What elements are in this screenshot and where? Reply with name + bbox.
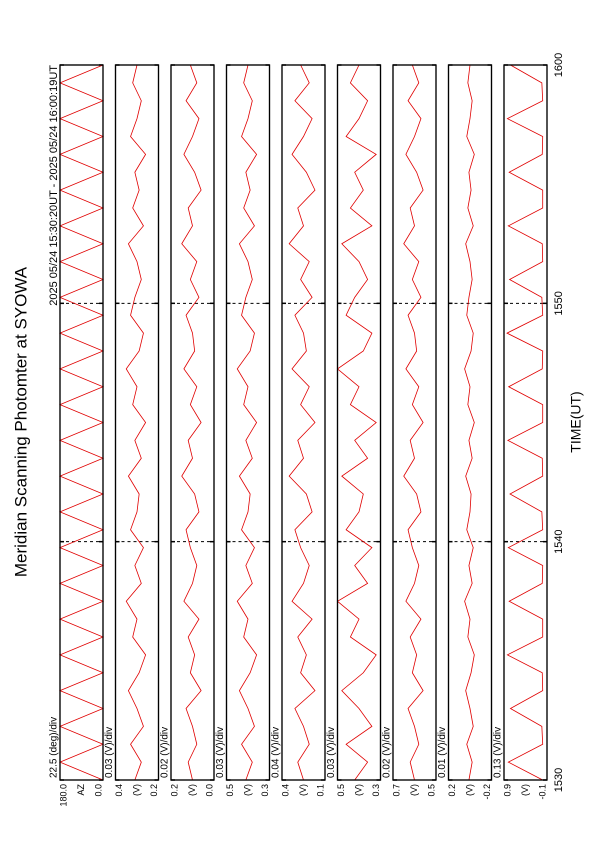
y-tick-label: 0.2 (169, 784, 179, 797)
y-tick-label: 0.4 (114, 784, 124, 797)
data-line (236, 64, 258, 781)
panel-border (503, 64, 548, 781)
panel-border (225, 64, 271, 781)
y-tick-label: 0.3 (260, 784, 270, 797)
y-axis-label: (V) (242, 784, 252, 796)
panel-scale-label: 0.03 (V)/div (104, 727, 115, 778)
data-line (181, 64, 202, 781)
chart-title: Meridian Scanning Photomter at SYOWA (11, 266, 30, 577)
panel-scale-label: 0.01 (V)/div (437, 727, 448, 778)
data-line (336, 64, 377, 781)
panel-frame (447, 64, 493, 781)
panel-border (281, 64, 326, 781)
panel-frame (503, 64, 548, 781)
y-tick-label: 0.7 (391, 784, 401, 797)
panel-frame (281, 64, 326, 781)
data-line (125, 64, 147, 781)
rotated-plot: Meridian Scanning Photomter at SYOWA 202… (11, 53, 583, 807)
data-line (464, 64, 475, 781)
y-tick-label: 180.0 (58, 784, 68, 807)
x-tick-label: 1600 (553, 53, 565, 77)
y-tick-label: 0.5 (225, 784, 235, 797)
y-axis-label: (V) (409, 784, 419, 796)
panel-frame (170, 64, 215, 781)
y-tick-label: 0.0 (93, 784, 103, 797)
panel-border (336, 64, 382, 781)
panel-scale-label: 0.02 (V)/div (160, 727, 171, 778)
y-tick-label: 0.0 (204, 784, 214, 797)
panel-scale-label: 0.13 (V)/div (493, 727, 504, 778)
x-tick-label: 1540 (553, 529, 565, 553)
panel-frame (225, 64, 271, 781)
panel-border (114, 64, 160, 781)
y-axis-label: (V) (520, 784, 530, 796)
y-tick-label: 0.3 (371, 784, 381, 797)
x-tick-label: 1550 (553, 291, 565, 315)
y-tick-label: -0.1 (537, 784, 547, 800)
x-tick-label: 1530 (553, 768, 565, 792)
y-tick-label: 0.9 (502, 784, 512, 797)
y-tick-label: 0.2 (447, 784, 457, 797)
panel-frame (336, 64, 382, 781)
panel-frame (392, 64, 437, 781)
y-axis-label: (V) (298, 784, 308, 796)
panel-scale-label: 22.5 (deg)/div (49, 717, 60, 778)
panel-scale-label: 0.04 (V)/div (271, 727, 282, 778)
data-line (288, 64, 316, 781)
y-tick-label: 0.1 (315, 784, 325, 797)
panel-border (170, 64, 215, 781)
panel-border (392, 64, 437, 781)
panel-scale-label: 0.03 (V)/div (326, 727, 337, 778)
y-tick-label: 0.2 (149, 784, 159, 797)
panel-scale-label: 0.03 (V)/div (215, 727, 226, 778)
x-axis-label: TIME(UT) (568, 391, 584, 452)
time-range: 2025 05/24 15:30:20UT - 2025 05/24 16:00… (48, 65, 60, 306)
y-axis-label: (V) (464, 784, 474, 796)
y-tick-label: 0.5 (336, 784, 346, 797)
y-axis-label: (V) (353, 784, 363, 796)
panel-frame (59, 64, 104, 781)
data-line (506, 64, 544, 781)
data-line (403, 64, 424, 781)
y-axis-label: (V) (187, 784, 197, 796)
panel-border (447, 64, 493, 781)
y-axis-label: (V) (131, 784, 141, 796)
panel-frame (114, 64, 160, 781)
panel-scale-label: 0.02 (V)/div (382, 727, 393, 778)
y-axis-label: AZ (76, 784, 86, 796)
y-tick-label: 0.5 (426, 784, 436, 797)
y-tick-label: -0.2 (482, 784, 492, 800)
y-tick-label: 0.4 (280, 784, 290, 797)
panel-border (59, 64, 104, 781)
